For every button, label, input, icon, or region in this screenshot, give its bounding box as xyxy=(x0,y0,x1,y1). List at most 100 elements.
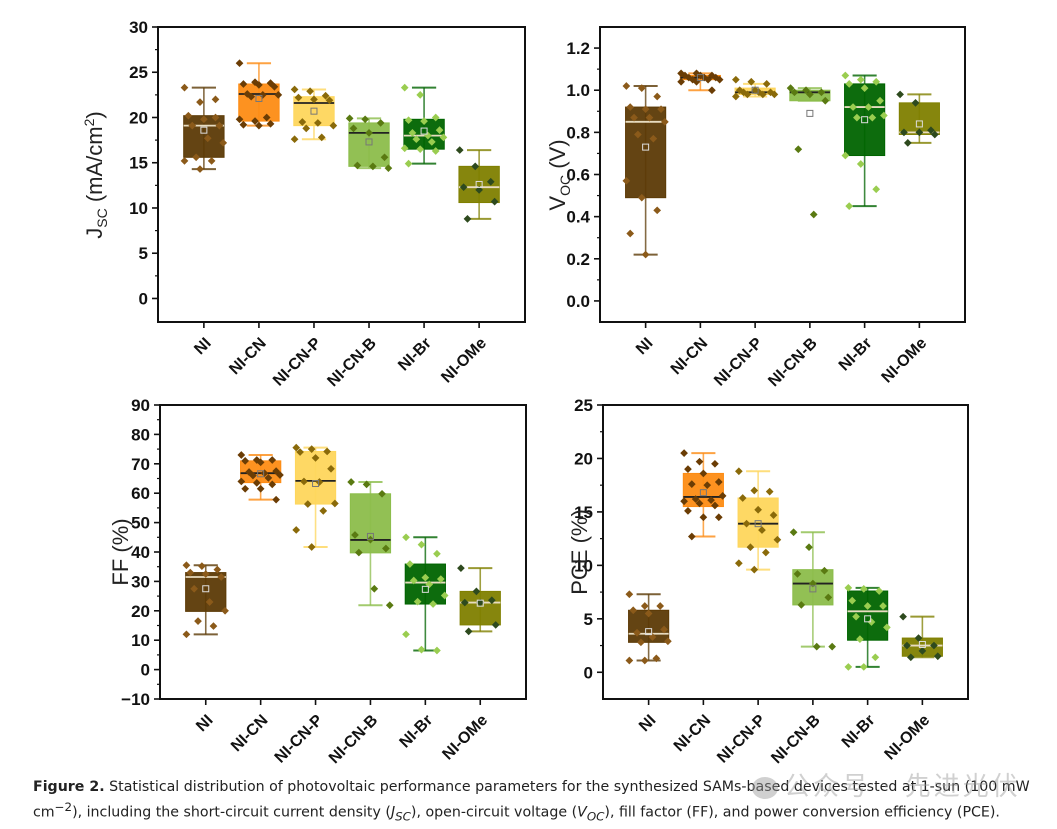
y-tick-label: 20 xyxy=(131,602,150,621)
data-point xyxy=(762,80,771,88)
caption-voc-sub: OC xyxy=(586,809,605,824)
data-point xyxy=(268,480,277,489)
data-point xyxy=(915,128,924,137)
data-point xyxy=(699,513,708,522)
data-point xyxy=(718,492,727,500)
box-iqr xyxy=(349,493,392,554)
data-point xyxy=(416,91,425,99)
data-point xyxy=(180,83,189,92)
data-point xyxy=(351,531,359,539)
data-point xyxy=(421,573,430,582)
data-point xyxy=(310,95,318,104)
data-point xyxy=(930,130,939,139)
data-point xyxy=(743,90,752,99)
mean-marker xyxy=(310,107,318,115)
box-ni-ome: NI-OMe xyxy=(879,90,940,386)
data-point xyxy=(805,543,813,552)
data-point xyxy=(296,448,304,456)
data-point xyxy=(933,652,942,661)
data-point xyxy=(761,548,770,557)
data-point xyxy=(742,519,751,528)
y-axis-title: FF (%) xyxy=(108,518,133,585)
data-point xyxy=(797,601,806,609)
data-point xyxy=(256,484,265,493)
y-tick-label: 80 xyxy=(131,425,150,444)
data-point xyxy=(323,447,331,456)
caption-sup: −2 xyxy=(54,799,73,814)
data-point xyxy=(239,80,248,88)
data-point xyxy=(687,480,696,488)
y-tick-label: 30 xyxy=(129,18,148,37)
data-point xyxy=(490,197,499,206)
mean-marker xyxy=(754,520,762,528)
data-point xyxy=(298,118,307,126)
data-point xyxy=(664,637,672,646)
data-point xyxy=(347,478,355,486)
box-iqr xyxy=(404,563,446,605)
data-point xyxy=(252,479,261,487)
data-point xyxy=(464,627,473,636)
data-point xyxy=(790,88,799,97)
data-point xyxy=(319,506,328,515)
data-point xyxy=(203,134,212,143)
box-ni-ome: NI-OMe xyxy=(882,612,943,764)
data-point xyxy=(266,119,275,128)
data-point xyxy=(641,250,650,259)
data-point xyxy=(417,540,426,549)
data-point xyxy=(732,92,740,101)
data-point xyxy=(353,161,362,170)
data-point xyxy=(413,597,422,606)
caption-label: Figure 2. xyxy=(33,779,105,795)
data-point xyxy=(369,162,377,171)
data-point xyxy=(331,499,339,508)
data-point xyxy=(864,103,873,111)
data-point xyxy=(235,59,244,68)
y-axis-title: VOC (V) xyxy=(545,139,573,210)
data-point xyxy=(180,157,189,165)
data-point xyxy=(900,128,908,137)
data-point xyxy=(255,81,263,89)
data-point xyxy=(640,656,649,665)
data-point xyxy=(794,145,803,154)
y-tick-label: 50 xyxy=(131,514,150,533)
data-point xyxy=(329,121,338,130)
x-tick-label: NI-CN-P xyxy=(711,335,766,390)
data-point xyxy=(400,83,409,92)
data-point xyxy=(412,135,421,144)
data-point xyxy=(630,113,638,122)
data-point xyxy=(856,160,865,168)
y-tick-label: 15 xyxy=(129,154,148,173)
data-point xyxy=(439,133,448,142)
box-iqr xyxy=(238,83,280,122)
data-point xyxy=(237,477,246,486)
data-point xyxy=(306,87,314,96)
data-point xyxy=(190,584,199,593)
box-iqr xyxy=(844,83,886,157)
data-point xyxy=(239,120,248,129)
data-point xyxy=(321,91,330,100)
data-point xyxy=(660,625,668,634)
x-tick-label: NI-CN-B xyxy=(768,712,823,767)
data-point xyxy=(695,457,704,466)
x-tick-label: NI-OMe xyxy=(882,712,934,764)
y-tick-label: 20 xyxy=(574,449,593,468)
data-point xyxy=(370,584,379,593)
data-point xyxy=(637,84,646,92)
data-point xyxy=(872,77,881,86)
box-ni-cn-b: NI-CN-B xyxy=(326,478,394,767)
data-point xyxy=(746,543,755,552)
data-point xyxy=(622,176,631,185)
data-point xyxy=(750,486,759,495)
data-point xyxy=(235,115,244,124)
y-tick-label: 10 xyxy=(574,556,593,575)
data-point xyxy=(207,157,216,165)
data-point xyxy=(911,99,920,107)
data-point xyxy=(626,229,635,238)
data-point xyxy=(652,654,661,663)
data-point xyxy=(879,602,887,610)
data-point xyxy=(365,129,373,137)
data-point xyxy=(711,459,719,468)
data-point xyxy=(455,146,464,154)
data-point xyxy=(302,124,311,133)
